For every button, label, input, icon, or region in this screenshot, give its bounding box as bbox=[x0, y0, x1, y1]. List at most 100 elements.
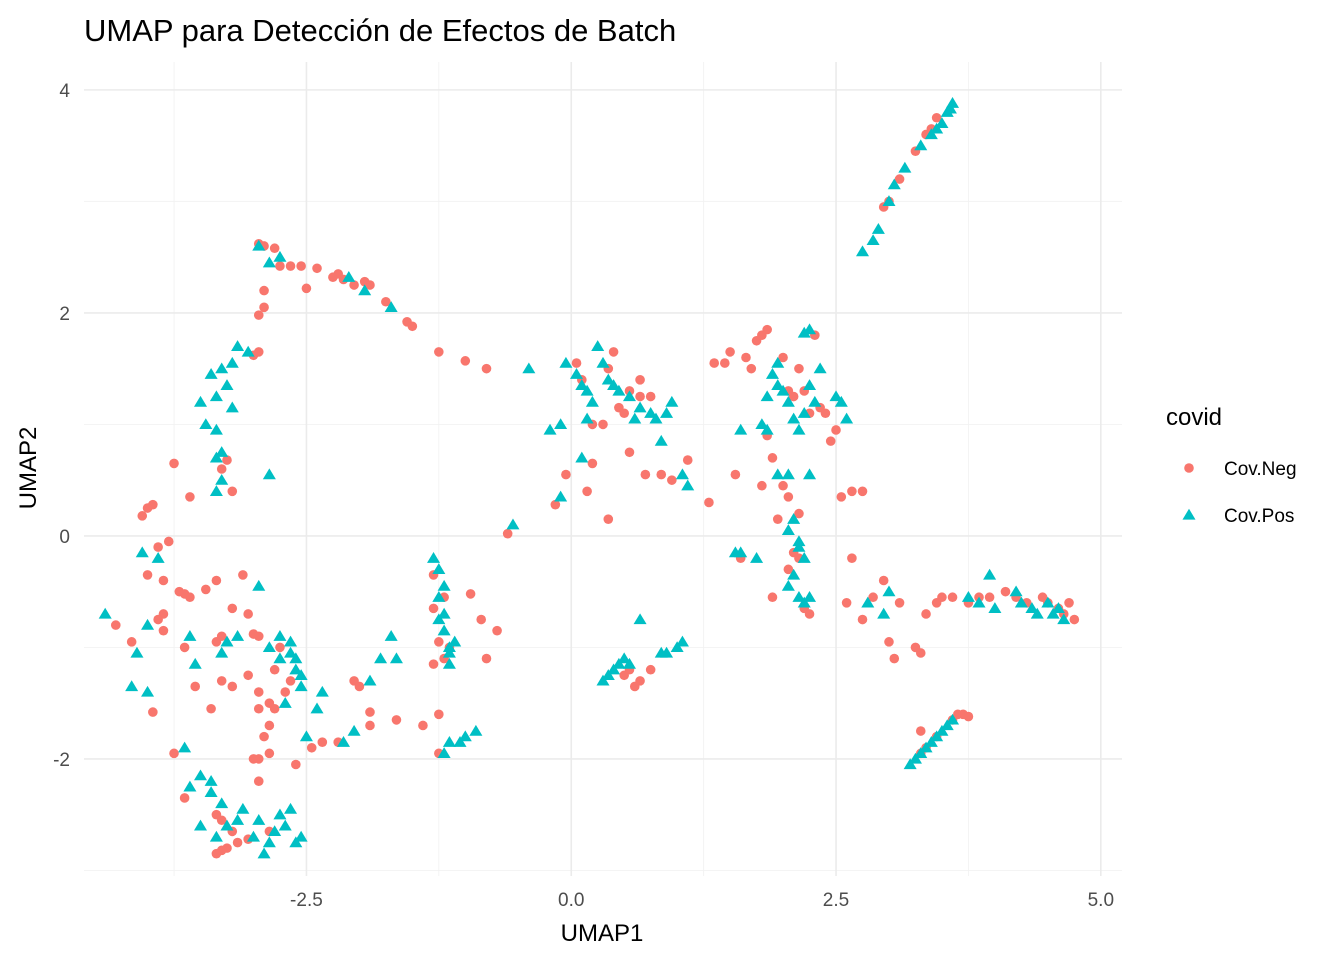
data-point bbox=[262, 836, 276, 848]
data-point bbox=[797, 407, 811, 418]
data-point bbox=[259, 731, 269, 742]
data-point bbox=[803, 468, 817, 480]
data-point bbox=[306, 742, 317, 753]
data-point bbox=[354, 681, 365, 692]
data-point bbox=[169, 748, 179, 759]
data-point bbox=[363, 674, 377, 686]
data-point bbox=[434, 709, 444, 720]
x-tick-label: -2.5 bbox=[290, 890, 323, 911]
data-point bbox=[291, 759, 301, 770]
data-point bbox=[231, 340, 245, 351]
data-point bbox=[148, 707, 158, 717]
data-point bbox=[285, 261, 296, 271]
data-point bbox=[757, 480, 767, 491]
data-point bbox=[660, 646, 674, 658]
data-point bbox=[220, 819, 234, 831]
data-point bbox=[908, 752, 922, 764]
data-point bbox=[215, 646, 229, 658]
data-point bbox=[1041, 596, 1055, 608]
data-point bbox=[720, 358, 730, 368]
data-point bbox=[781, 524, 795, 535]
data-point bbox=[765, 368, 779, 379]
data-point bbox=[264, 720, 275, 731]
data-point bbox=[894, 174, 905, 184]
data-point bbox=[797, 326, 811, 338]
data-point bbox=[278, 819, 292, 831]
data-point bbox=[278, 696, 292, 708]
data-point bbox=[130, 646, 144, 658]
data-point bbox=[273, 250, 287, 262]
y-tick-label: 0 bbox=[59, 527, 70, 548]
data-point bbox=[834, 395, 848, 407]
grid-minor-lines bbox=[84, 62, 1122, 876]
x-axis-tick-labels: -2.5 0.0 2.5 5.0 bbox=[290, 890, 1114, 911]
data-point bbox=[216, 676, 227, 686]
data-point bbox=[232, 837, 243, 848]
data-point bbox=[432, 591, 446, 602]
data-point bbox=[570, 368, 584, 379]
data-point bbox=[983, 568, 997, 580]
data-point bbox=[269, 703, 280, 714]
data-point bbox=[158, 625, 169, 636]
data-point bbox=[336, 735, 351, 747]
data-point bbox=[855, 245, 870, 257]
data-point bbox=[465, 589, 476, 599]
data-point bbox=[141, 618, 155, 630]
data-point bbox=[675, 635, 689, 647]
data-point bbox=[389, 652, 403, 664]
data-point bbox=[225, 356, 239, 368]
data-point bbox=[741, 352, 751, 363]
data-point bbox=[667, 475, 677, 485]
data-point bbox=[704, 497, 714, 508]
data-point bbox=[215, 797, 229, 809]
data-point bbox=[458, 730, 472, 742]
data-point bbox=[882, 585, 896, 597]
data-point bbox=[169, 458, 179, 469]
data-point bbox=[633, 401, 647, 413]
data-point bbox=[209, 451, 223, 463]
data-point bbox=[660, 407, 674, 418]
data-point bbox=[787, 512, 801, 524]
data-point bbox=[315, 685, 329, 697]
data-point bbox=[877, 607, 891, 619]
data-point bbox=[289, 836, 303, 848]
y-tick-label: -2 bbox=[53, 750, 70, 771]
data-point bbox=[943, 102, 957, 114]
data-point bbox=[644, 407, 658, 418]
data-point bbox=[675, 468, 689, 480]
data-point bbox=[924, 735, 938, 747]
data-point bbox=[432, 613, 446, 625]
data-point bbox=[794, 363, 804, 374]
data-point bbox=[418, 720, 428, 731]
y-axis-tick-labels: -2 0 2 4 bbox=[53, 81, 70, 771]
data-point bbox=[746, 363, 757, 374]
data-point bbox=[670, 641, 684, 653]
data-point bbox=[771, 468, 785, 480]
data-point bbox=[204, 368, 218, 379]
legend-items: Cov.Neg Cov.Pos bbox=[1182, 459, 1297, 527]
data-point bbox=[209, 830, 223, 842]
data-point bbox=[206, 703, 216, 714]
data-point bbox=[1025, 602, 1039, 614]
data-point bbox=[142, 503, 153, 513]
data-point bbox=[878, 575, 889, 586]
data-point bbox=[554, 418, 568, 430]
data-point bbox=[284, 635, 298, 647]
data-point bbox=[241, 345, 255, 357]
data-point bbox=[126, 637, 137, 647]
data-point bbox=[273, 808, 287, 820]
data-point bbox=[682, 455, 693, 465]
data-point bbox=[857, 614, 868, 625]
data-point bbox=[607, 663, 621, 675]
data-point bbox=[887, 178, 901, 190]
data-point bbox=[781, 468, 795, 480]
data-point bbox=[841, 598, 852, 608]
data-point bbox=[294, 680, 308, 692]
data-point bbox=[284, 646, 298, 658]
data-point bbox=[259, 302, 269, 313]
data-point bbox=[188, 657, 202, 669]
data-point bbox=[1046, 607, 1060, 619]
data-point bbox=[243, 670, 253, 681]
data-point bbox=[914, 747, 928, 758]
data-point bbox=[252, 579, 266, 591]
